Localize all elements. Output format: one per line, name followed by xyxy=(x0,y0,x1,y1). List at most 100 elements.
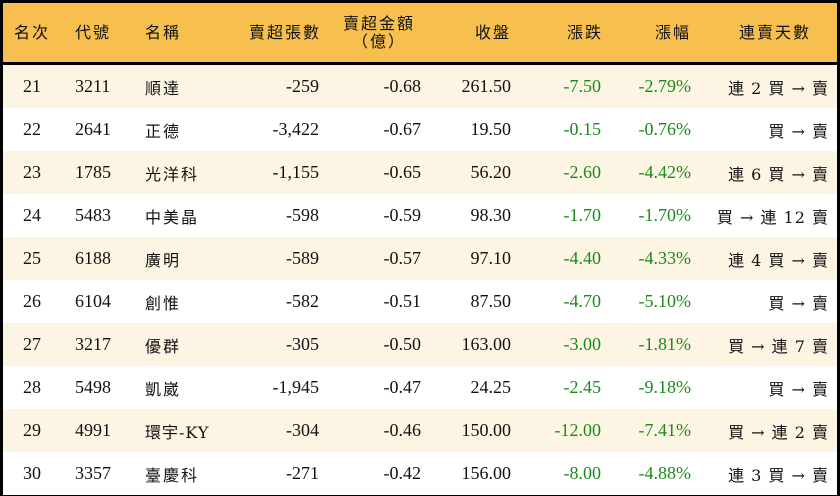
header-rank[interactable]: 名次 xyxy=(13,22,50,42)
rank-cell: 29 xyxy=(23,420,41,440)
table-row[interactable]: 25 6188 廣明 -589 -0.57 97.10 -4.40 -4.33%… xyxy=(3,237,837,280)
lots-cell: -582 xyxy=(286,291,319,311)
change-pct-cell: -0.76% xyxy=(638,119,692,139)
lots-cell: -1,155 xyxy=(272,162,320,182)
streak-cell: 連 6 買 → 賣 xyxy=(728,164,829,184)
header-code[interactable]: 代號 xyxy=(75,22,112,42)
change-cell: -0.15 xyxy=(563,119,602,139)
table-row[interactable]: 23 1785 光洋科 -1,155 -0.65 56.20 -2.60 -4.… xyxy=(3,151,837,194)
close-cell: 163.00 xyxy=(461,334,512,354)
header-net-sell-amount[interactable]: 賣超金額 （億） xyxy=(335,3,423,62)
change-pct-cell: -1.70% xyxy=(638,205,692,225)
change-cell: -2.45 xyxy=(563,377,602,397)
close-cell: 56.20 xyxy=(470,162,512,182)
streak-cell: 買 → 連 7 賣 xyxy=(728,336,829,356)
streak-cell: 買 → 賣 xyxy=(768,293,829,313)
close-cell: 97.10 xyxy=(470,248,512,268)
streak-cell: 買 → 連 12 賣 xyxy=(716,207,829,227)
table-row[interactable]: 28 5498 凱崴 -1,945 -0.47 24.25 -2.45 -9.1… xyxy=(3,366,837,409)
close-cell: 156.00 xyxy=(461,463,512,483)
rank-cell: 21 xyxy=(23,76,41,96)
table-row[interactable]: 26 6104 創惟 -582 -0.51 87.50 -4.70 -5.10%… xyxy=(3,280,837,323)
code-cell: 5498 xyxy=(75,377,111,397)
name-cell[interactable]: 光洋科 xyxy=(145,164,200,184)
lots-cell: -259 xyxy=(286,76,319,96)
close-cell: 24.25 xyxy=(470,377,512,397)
change-pct-cell: -4.33% xyxy=(638,248,692,268)
header-change-pct[interactable]: 漲幅 xyxy=(654,22,691,42)
name-cell[interactable]: 創惟 xyxy=(145,293,182,313)
name-cell[interactable]: 順達 xyxy=(145,78,182,98)
change-cell: -7.50 xyxy=(563,76,602,96)
change-cell: -4.70 xyxy=(563,291,602,311)
close-cell: 19.50 xyxy=(470,119,512,139)
amount-cell: -0.47 xyxy=(383,377,422,397)
lots-cell: -598 xyxy=(286,205,319,225)
change-cell: -2.60 xyxy=(563,162,602,182)
rank-cell: 27 xyxy=(23,334,41,354)
close-cell: 98.30 xyxy=(470,205,512,225)
amount-cell: -0.57 xyxy=(383,248,422,268)
streak-cell: 連 3 買 → 賣 xyxy=(728,465,829,485)
change-pct-cell: -5.10% xyxy=(638,291,692,311)
header-close[interactable]: 收盤 xyxy=(474,22,511,42)
rank-cell: 22 xyxy=(23,119,41,139)
code-cell: 3217 xyxy=(75,334,111,354)
name-cell[interactable]: 凱崴 xyxy=(145,379,182,399)
table-row[interactable]: 22 2641 正德 -3,422 -0.67 19.50 -0.15 -0.7… xyxy=(3,108,837,151)
name-cell[interactable]: 中美晶 xyxy=(145,207,200,227)
code-cell: 1785 xyxy=(75,162,111,182)
amount-cell: -0.59 xyxy=(383,205,422,225)
change-pct-cell: -7.41% xyxy=(638,420,692,440)
table-header: 名次 代號 名稱 賣超張數 賣超金額 （億） 收盤 漲跌 漲幅 連賣天數 xyxy=(3,3,837,65)
change-cell: -4.40 xyxy=(563,248,602,268)
close-cell: 150.00 xyxy=(461,420,512,440)
rank-cell: 24 xyxy=(23,205,41,225)
header-change[interactable]: 漲跌 xyxy=(566,22,603,42)
streak-cell: 買 → 賣 xyxy=(768,379,829,399)
amount-cell: -0.51 xyxy=(383,291,422,311)
streak-cell: 買 → 賣 xyxy=(768,121,829,141)
rank-cell: 26 xyxy=(23,291,41,311)
name-cell[interactable]: 廣明 xyxy=(145,250,182,270)
lots-cell: -305 xyxy=(286,334,319,354)
lots-cell: -304 xyxy=(286,420,319,440)
code-cell: 3357 xyxy=(75,463,111,483)
table-row[interactable]: 24 5483 中美晶 -598 -0.59 98.30 -1.70 -1.70… xyxy=(3,194,837,237)
close-cell: 87.50 xyxy=(470,291,512,311)
change-pct-cell: -4.88% xyxy=(638,463,692,483)
code-cell: 6188 xyxy=(75,248,111,268)
name-cell[interactable]: 優群 xyxy=(145,336,182,356)
table-row[interactable]: 29 4991 環宇-KY -304 -0.46 150.00 -12.00 -… xyxy=(3,409,837,452)
change-pct-cell: -2.79% xyxy=(638,76,692,96)
code-cell: 5483 xyxy=(75,205,111,225)
table-row[interactable]: 27 3217 優群 -305 -0.50 163.00 -3.00 -1.81… xyxy=(3,323,837,366)
code-cell: 4991 xyxy=(75,420,111,440)
streak-cell: 連 4 買 → 賣 xyxy=(728,250,829,270)
header-net-sell-lots[interactable]: 賣超張數 xyxy=(248,22,321,42)
header-name[interactable]: 名稱 xyxy=(145,22,182,42)
name-cell[interactable]: 正德 xyxy=(145,121,182,141)
change-pct-cell: -1.81% xyxy=(638,334,692,354)
name-cell[interactable]: 臺慶科 xyxy=(145,465,200,485)
change-cell: -12.00 xyxy=(554,420,602,440)
lots-cell: -271 xyxy=(286,463,319,483)
amount-cell: -0.67 xyxy=(383,119,422,139)
change-pct-cell: -4.42% xyxy=(638,162,692,182)
code-cell: 6104 xyxy=(75,291,111,311)
streak-cell: 買 → 連 2 賣 xyxy=(728,422,829,442)
amount-cell: -0.42 xyxy=(383,463,422,483)
change-cell: -8.00 xyxy=(563,463,602,483)
table-row[interactable]: 21 3211 順達 -259 -0.68 261.50 -7.50 -2.79… xyxy=(3,65,837,108)
header-streak[interactable]: 連賣天數 xyxy=(738,22,811,42)
rank-cell: 25 xyxy=(23,248,41,268)
lots-cell: -1,945 xyxy=(272,377,320,397)
name-cell[interactable]: 環宇-KY xyxy=(145,422,210,442)
code-cell: 3211 xyxy=(75,76,111,96)
rank-cell: 23 xyxy=(23,162,41,182)
close-cell: 261.50 xyxy=(461,76,512,96)
amount-cell: -0.68 xyxy=(383,76,422,96)
change-pct-cell: -9.18% xyxy=(638,377,692,397)
table-row[interactable]: 30 3357 臺慶科 -271 -0.42 156.00 -8.00 -4.8… xyxy=(3,452,837,495)
